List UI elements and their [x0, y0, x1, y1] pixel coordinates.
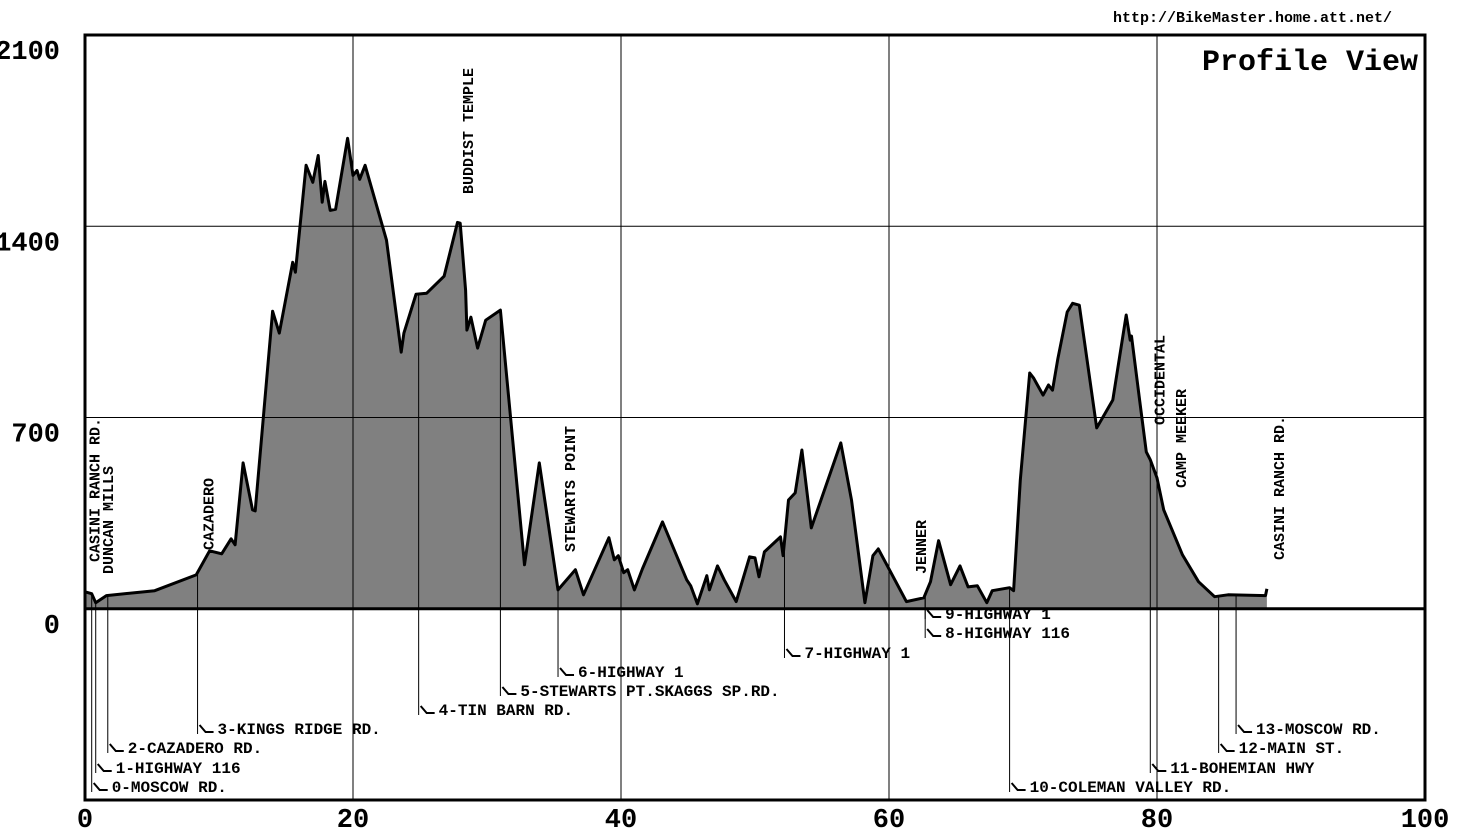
waypoint-arrow — [926, 609, 942, 618]
waypoint-arrow — [501, 686, 517, 695]
waypoint-label: 12-MAIN ST. — [1239, 740, 1345, 758]
y-tick-label: 2100 — [0, 38, 60, 68]
chart-title: Profile View — [1202, 46, 1418, 80]
waypoint-label: 8-HIGHWAY 116 — [945, 625, 1070, 643]
waypoint-arrow — [419, 705, 435, 714]
waypoint-arrow — [926, 628, 942, 637]
y-tick-label: 700 — [11, 421, 60, 451]
waypoint-arrow — [109, 743, 124, 752]
waypoint-arrow — [92, 782, 108, 791]
waypoint-label: 0-MOSCOW RD. — [112, 779, 227, 797]
place-label: BUDDIST TEMPLE — [461, 68, 478, 194]
area-fill — [85, 138, 1267, 609]
place-label: CASINI RANCH RD. — [1272, 416, 1289, 560]
waypoint-label: 9-HIGHWAY 1 — [945, 606, 1051, 624]
source-url: http://BikeMaster.home.att.net/ — [1113, 10, 1392, 27]
waypoint-label: 3-KINGS RIDGE RD. — [218, 721, 381, 739]
place-label: CAZADERO — [201, 478, 218, 550]
x-tick-label: 100 — [1401, 806, 1450, 832]
waypoint-label: 10-COLEMAN VALLEY RD. — [1030, 779, 1232, 797]
place-label: CASINI RANCH RD. — [87, 418, 104, 562]
waypoint-label: 7-HIGHWAY 1 — [804, 645, 910, 663]
place-label: STEWARTS POINT — [563, 426, 580, 552]
place-label: OCCIDENTAL — [1153, 335, 1170, 425]
waypoint-arrow — [785, 648, 801, 657]
x-tick-label: 0 — [77, 806, 93, 832]
x-tick-label: 20 — [337, 806, 369, 832]
place-label: CAMP MEEKER — [1174, 389, 1191, 488]
place-label: DUNCAN MILLS — [101, 466, 118, 574]
plot-frame — [83, 33, 1427, 802]
waypoint-arrow — [198, 724, 214, 733]
waypoint-label: 5-STEWARTS PT.SKAGGS SP.RD. — [520, 683, 779, 701]
waypoint-arrow — [1219, 743, 1235, 752]
place-label: JENNER — [914, 520, 931, 574]
waypoint-label: 4-TIN BARN RD. — [439, 702, 573, 720]
waypoint-arrow — [1151, 763, 1167, 772]
y-tick-label: 1400 — [0, 229, 60, 259]
x-tick-label: 60 — [873, 806, 905, 832]
x-tick-label: 80 — [1141, 806, 1173, 832]
profile-line — [84, 136, 1269, 606]
waypoint-label: 1-HIGHWAY 116 — [116, 760, 241, 778]
y-tick-label: 0 — [44, 612, 60, 642]
waypoint-arrow — [1237, 724, 1253, 733]
waypoint-label: 2-CAZADERO RD. — [128, 740, 262, 758]
x-tick-label: 40 — [605, 806, 637, 832]
waypoint-label: 13-MOSCOW RD. — [1256, 721, 1381, 739]
waypoint-arrow — [1010, 782, 1026, 791]
waypoint-arrow — [96, 763, 112, 772]
waypoint-label: 11-BOHEMIAN HWY — [1170, 760, 1314, 778]
waypoint-arrow — [559, 667, 575, 676]
waypoint-label: 6-HIGHWAY 1 — [578, 664, 684, 682]
